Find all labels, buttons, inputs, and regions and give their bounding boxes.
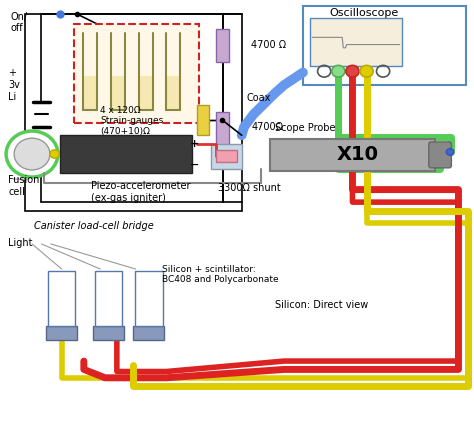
Bar <box>74 24 199 123</box>
Circle shape <box>346 65 359 77</box>
Text: 4700Ω: 4700Ω <box>251 122 283 132</box>
Circle shape <box>332 65 345 77</box>
Bar <box>133 325 164 340</box>
Circle shape <box>14 138 50 170</box>
Circle shape <box>6 131 58 177</box>
Bar <box>25 14 242 210</box>
Bar <box>216 29 229 62</box>
Bar <box>139 76 152 109</box>
Circle shape <box>50 150 59 158</box>
Bar <box>46 325 77 340</box>
Circle shape <box>360 65 373 77</box>
Bar <box>60 135 192 173</box>
Bar <box>310 18 402 66</box>
Bar <box>216 112 229 146</box>
Bar <box>216 150 237 163</box>
Text: Coax: Coax <box>246 93 271 103</box>
Bar <box>47 271 75 325</box>
Text: 4700 Ω: 4700 Ω <box>251 40 286 50</box>
Text: 4 x 120Ω
Strain-gauges
(470+10)Ω: 4 x 120Ω Strain-gauges (470+10)Ω <box>100 106 164 136</box>
Text: Light: Light <box>9 238 33 248</box>
Text: Piezo-accelerometer
(ex-gas igniter): Piezo-accelerometer (ex-gas igniter) <box>91 181 191 203</box>
Text: X10: X10 <box>336 144 378 163</box>
Bar <box>211 144 242 169</box>
Text: +: + <box>190 139 199 149</box>
FancyBboxPatch shape <box>429 142 451 168</box>
Text: +
3v
Li: + 3v Li <box>9 69 20 101</box>
Bar <box>270 139 435 171</box>
Bar <box>93 325 124 340</box>
Text: 3300Ω shunt: 3300Ω shunt <box>218 183 281 193</box>
Text: Silicon: Direct view: Silicon: Direct view <box>275 301 368 310</box>
Bar <box>112 76 124 109</box>
Text: Scope Probe: Scope Probe <box>275 123 335 133</box>
Text: Canister load-cell bridge: Canister load-cell bridge <box>35 221 154 231</box>
Bar <box>303 5 465 85</box>
Bar <box>197 105 209 135</box>
Text: Silicon + scintillator:
BC408 and Polycarbonate: Silicon + scintillator: BC408 and Polyca… <box>162 265 278 284</box>
Bar <box>167 76 180 109</box>
Text: On/
off: On/ off <box>11 12 28 33</box>
Text: Oscilloscope: Oscilloscope <box>329 8 398 18</box>
Bar <box>95 271 122 325</box>
Bar <box>84 76 96 109</box>
Text: −: − <box>190 160 199 170</box>
Bar <box>135 271 163 325</box>
Text: Fusion
cell: Fusion cell <box>9 175 40 197</box>
Circle shape <box>446 149 454 155</box>
